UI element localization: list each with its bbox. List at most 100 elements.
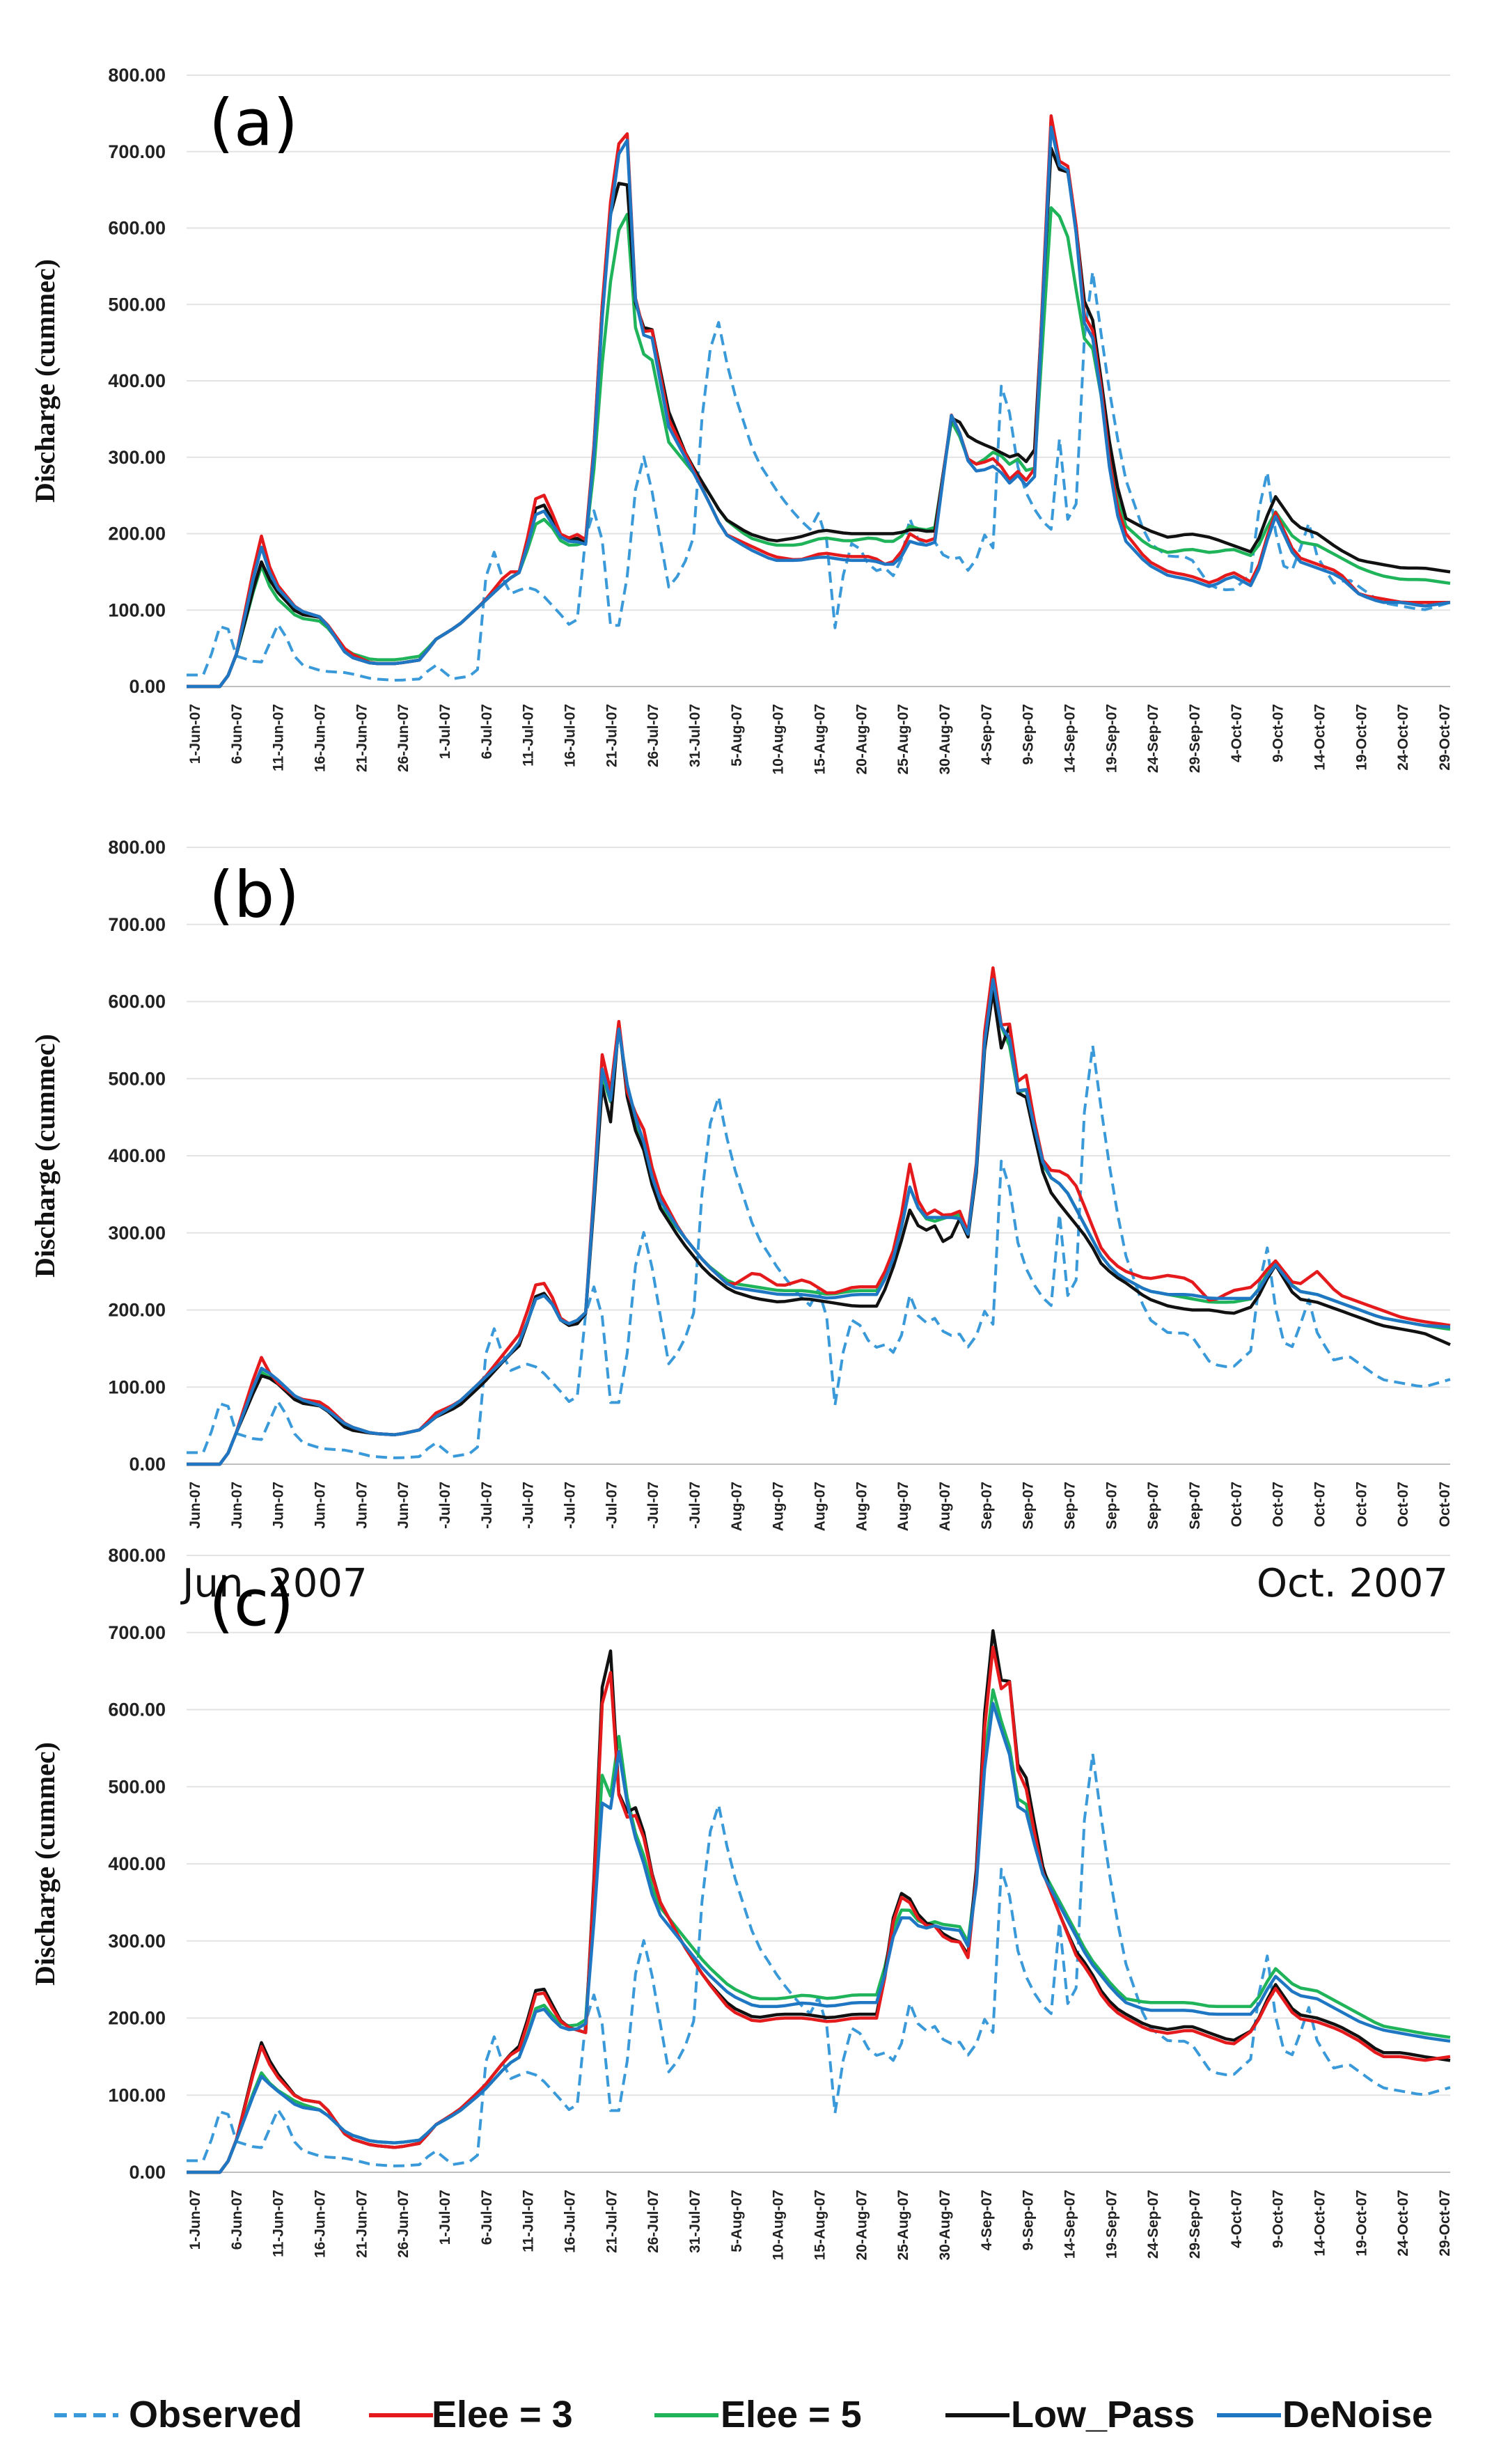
panel-b-xtick-21: Sep-07 — [1062, 1482, 1078, 1530]
legend: Observed Elee = 3 Elee = 5 Low_Pass DeNoise — [54, 2394, 1433, 2435]
panel-b-ytick-1: 100.00 — [108, 1376, 166, 1397]
panel-a-series-low-pass — [187, 146, 1451, 689]
panel-a-xtick-26: 9-Oct-07 — [1271, 704, 1287, 762]
panel-b-xtick-13: Aug-07 — [729, 1482, 745, 1531]
panel-a-xtick-13: 5-Aug-07 — [729, 704, 745, 767]
panel-c-series-low-pass — [187, 1629, 1451, 2174]
panel-b-xtick-8: -Jul-07 — [521, 1482, 537, 1529]
panel-b-xtick-6: -Jul-07 — [437, 1482, 453, 1529]
panel-a-xtick-23: 24-Sep-07 — [1145, 704, 1161, 773]
panel-b-xtick-26: Oct-07 — [1271, 1482, 1287, 1527]
panel-b-series-denoise — [187, 978, 1451, 1466]
panel-b-series-low-pass — [187, 989, 1451, 1466]
panel-b-xtick-12: -Jul-07 — [687, 1482, 703, 1529]
panel-a-series-denoise — [187, 125, 1451, 689]
panel-a-xtick-27: 14-Oct-07 — [1312, 704, 1328, 771]
panel-c-xtick-13: 5-Aug-07 — [729, 2190, 745, 2252]
panel-a-xtick-21: 14-Sep-07 — [1062, 704, 1078, 773]
panel-c-xtick-18: 30-Aug-07 — [937, 2190, 953, 2261]
panel-b-xtick-3: Jun-07 — [313, 1482, 329, 1529]
legend-label-low-pass: Low_Pass — [1011, 2394, 1195, 2435]
panel-a-xtick-9: 16-Jul-07 — [563, 704, 579, 767]
panel-a-xtick-1: 6-Jun-07 — [229, 704, 245, 764]
panel-a-ytick-4: 400.00 — [108, 370, 166, 391]
panel-a-xtick-24: 29-Sep-07 — [1187, 704, 1203, 773]
legend-label-elee-3: Elee = 3 — [432, 2394, 573, 2435]
panel-b-annotation-end: Oct. 2007 — [1257, 1561, 1448, 1606]
panel-a-ytick-6: 600.00 — [108, 218, 166, 239]
panel-b-xtick-4: Jun-07 — [354, 1482, 370, 1529]
panel-a-ytick-8: 800.00 — [108, 65, 166, 86]
panel-a-xtick-28: 19-Oct-07 — [1353, 704, 1369, 771]
panel-a-xtick-15: 15-Aug-07 — [812, 704, 828, 775]
panel-a-ytick-2: 200.00 — [108, 524, 166, 544]
panel-a-xtick-14: 10-Aug-07 — [771, 704, 787, 775]
panel-a-ylabel: Discharge (cummec) — [29, 259, 61, 503]
panel-a-ytick-1: 100.00 — [108, 599, 166, 620]
panel-a-series-observed — [187, 270, 1451, 682]
panel-c-xtick-14: 10-Aug-07 — [771, 2190, 787, 2261]
panel-c-xtick-27: 14-Oct-07 — [1312, 2190, 1328, 2257]
panel-b-xtick-24: Sep-07 — [1187, 1482, 1203, 1530]
panel-a-xtick-19: 4-Sep-07 — [979, 704, 995, 765]
panel-a-xtick-3: 16-Jun-07 — [313, 704, 329, 772]
panel-c-xtick-2: 11-Jun-07 — [271, 2190, 287, 2257]
panel-b-ytick-3: 300.00 — [108, 1223, 166, 1243]
panel-c-xtick-5: 26-Jun-07 — [395, 2190, 411, 2258]
panel-c-ytick-0: 0.00 — [129, 2162, 166, 2183]
panel-a-xtick-17: 25-Aug-07 — [895, 704, 911, 775]
panel-c-xtick-21: 14-Sep-07 — [1062, 2190, 1078, 2259]
panel-b-ytick-8: 800.00 — [108, 837, 166, 858]
panel-c-xtick-7: 6-Jul-07 — [479, 2190, 495, 2245]
panel-b-ylabel: Discharge (cummec) — [29, 1034, 61, 1278]
panel-c-xtick-16: 20-Aug-07 — [854, 2190, 870, 2261]
panel-c-xtick-23: 24-Sep-07 — [1145, 2190, 1161, 2259]
panel-b-xtick-19: Sep-07 — [979, 1482, 995, 1530]
panel-b-xtick-29: Oct-07 — [1395, 1482, 1411, 1527]
panel-b-xtick-28: Oct-07 — [1353, 1482, 1369, 1527]
panel-c-xtick-12: 31-Jul-07 — [687, 2190, 703, 2253]
panel-a-xtick-7: 6-Jul-07 — [479, 704, 495, 759]
panel-c-xtick-28: 19-Oct-07 — [1353, 2190, 1369, 2257]
panel-b-xtick-20: Sep-07 — [1021, 1482, 1037, 1530]
panel-b-label: (b) — [209, 858, 299, 932]
panel-a: 0.00 100.00 200.00 300.00 400.00 500.00 600.00… — [29, 65, 1453, 775]
panel-b-xtick-14: Aug-07 — [771, 1482, 787, 1531]
panel-b-ytick-6: 600.00 — [108, 991, 166, 1012]
panel-c-xtick-30: 29-Oct-07 — [1437, 2190, 1453, 2257]
panel-b-xtick-17: Aug-07 — [895, 1482, 911, 1531]
panel-a-xtick-18: 30-Aug-07 — [937, 704, 953, 775]
panel-b-xtick-0: Jun-07 — [187, 1482, 203, 1529]
panel-a-label: (a) — [209, 86, 298, 160]
panel-a-xtick-0: 1-Jun-07 — [187, 704, 203, 764]
panel-a-xtick-16: 20-Aug-07 — [854, 704, 870, 775]
panel-b-ytick-7: 700.00 — [108, 914, 166, 935]
panel-b: 0.00 100.00 200.00 300.00 400.00 500.00 600.00… — [29, 837, 1453, 1606]
panel-b-xtick-11: -Jul-07 — [645, 1482, 661, 1529]
panel-c-xtick-19: 4-Sep-07 — [979, 2190, 995, 2251]
panel-c-ylabel: Discharge (cummec) — [29, 1742, 61, 1986]
panel-a-xtick-22: 19-Sep-07 — [1103, 704, 1119, 773]
panel-c-ytick-5: 500.00 — [108, 1776, 166, 1797]
panel-a-ytick-5: 500.00 — [108, 294, 166, 315]
panel-c-xtick-10: 21-Jul-07 — [604, 2190, 620, 2253]
legend-label-elee-5: Elee = 5 — [721, 2394, 862, 2435]
panel-b-xtick-2: Jun-07 — [271, 1482, 287, 1529]
panel-c-series-elee-3 — [187, 1645, 1451, 2174]
panel-b-xtick-1: Jun-07 — [229, 1482, 245, 1529]
panel-b-xtick-5: Jun-07 — [395, 1482, 411, 1529]
panel-c-xtick-25: 4-Oct-07 — [1229, 2190, 1245, 2248]
legend-label-observed: Observed — [129, 2394, 302, 2435]
panel-b-ytick-5: 500.00 — [108, 1068, 166, 1089]
panel-c-series-denoise — [187, 1702, 1451, 2174]
panel-c-ytick-3: 300.00 — [108, 1931, 166, 1952]
legend-label-denoise: DeNoise — [1282, 2394, 1433, 2435]
panel-c-ytick-1: 100.00 — [108, 2085, 166, 2105]
panel-a-xtick-12: 31-Jul-07 — [687, 704, 703, 767]
panel-b-xtick-15: Aug-07 — [812, 1482, 828, 1531]
panel-b-ytick-2: 200.00 — [108, 1300, 166, 1321]
panel-b-series-elee-5 — [187, 978, 1451, 1466]
panel-a-xtick-10: 21-Jul-07 — [604, 704, 620, 767]
panel-b-annotation-start: Jun. 2007 — [180, 1561, 368, 1606]
